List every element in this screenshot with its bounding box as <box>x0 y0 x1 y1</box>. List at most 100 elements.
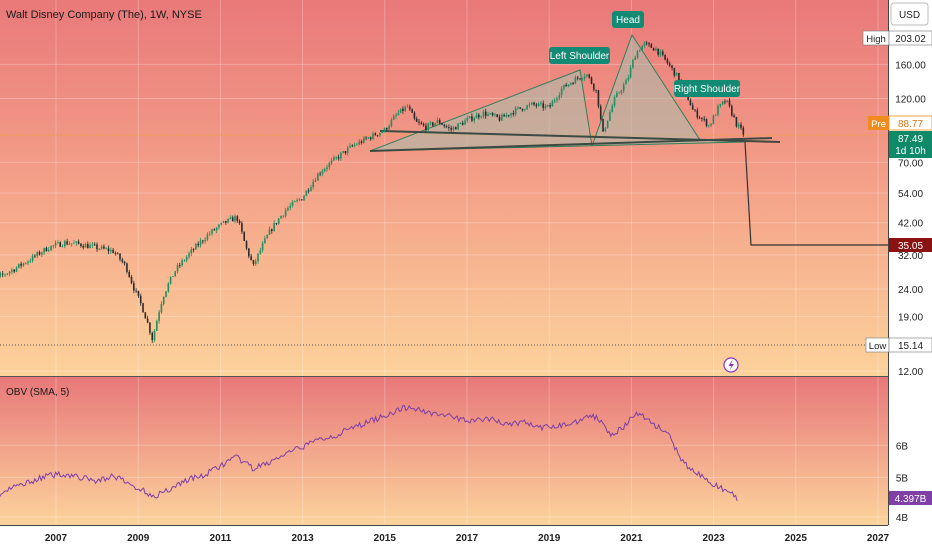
price-candle <box>305 190 308 197</box>
price-candle <box>376 135 379 137</box>
price-candle <box>494 112 496 117</box>
price-candle <box>296 198 298 203</box>
svg-text:Low: Low <box>869 341 887 352</box>
price-candle <box>264 235 266 244</box>
price-candle <box>287 205 289 212</box>
last-price-badge: 87.49 1d 10h <box>889 131 932 158</box>
price-candle <box>165 291 167 298</box>
svg-text:USD: USD <box>899 10 920 21</box>
price-candle <box>735 116 738 128</box>
price-candle <box>413 111 416 121</box>
price-candle <box>47 247 50 252</box>
neckline-upper[interactable] <box>379 130 781 143</box>
price-candle <box>326 164 328 172</box>
price-candle <box>43 247 45 256</box>
price-candle <box>135 288 137 293</box>
label-head[interactable]: Head <box>612 11 644 28</box>
label-right-shoulder[interactable]: Right Shoulder <box>674 80 741 97</box>
price-candle <box>415 116 418 122</box>
price-candle <box>620 89 623 96</box>
price-candle <box>445 124 448 129</box>
price-candle <box>137 290 140 299</box>
price-candle <box>206 232 209 242</box>
lightning-icon[interactable] <box>723 357 739 373</box>
price-candle <box>57 239 59 244</box>
price-candle <box>114 251 117 256</box>
price-candle <box>530 102 533 106</box>
target-projection-line[interactable] <box>744 141 888 246</box>
price-candle <box>156 319 158 332</box>
price-candle <box>103 244 105 250</box>
price-candle <box>24 262 27 265</box>
price-candle <box>208 231 211 237</box>
price-candle <box>27 260 29 266</box>
price-candle <box>277 218 280 225</box>
price-candle <box>461 120 464 126</box>
price-candle <box>379 132 381 138</box>
price-candle <box>204 237 206 244</box>
price-candle <box>289 202 292 211</box>
price-candle <box>213 228 216 231</box>
price-candle <box>611 103 614 113</box>
y-tick-label: 24.00 <box>898 285 923 296</box>
price-candle <box>330 157 333 166</box>
price-candle <box>181 258 183 267</box>
price-candle <box>514 105 517 117</box>
price-grid <box>0 0 888 376</box>
price-candle <box>406 104 409 108</box>
price-candle <box>496 113 499 118</box>
price-candle <box>576 75 579 81</box>
price-candle <box>195 242 197 250</box>
price-candle <box>609 109 611 122</box>
price-candle <box>252 259 255 266</box>
price-candle <box>275 222 278 226</box>
y-tick-label: 32.00 <box>898 251 923 262</box>
price-candle <box>742 125 745 137</box>
price-candle <box>245 240 248 251</box>
price-candle <box>629 64 632 79</box>
obv-tick-label: 5B <box>896 474 909 485</box>
price-candle <box>450 125 453 133</box>
price-candle <box>563 84 565 91</box>
price-candle <box>395 112 397 119</box>
price-candle <box>574 75 577 84</box>
y-tick-label: 120.00 <box>895 94 926 105</box>
price-candle <box>188 251 190 259</box>
currency-button[interactable]: USD <box>890 2 929 26</box>
price-candle <box>153 328 156 343</box>
x-tick-label: 2027 <box>867 533 890 544</box>
price-candle <box>429 120 432 126</box>
price-candle <box>436 117 439 124</box>
price-candle <box>512 110 515 117</box>
price-candle <box>238 219 241 225</box>
price-candle <box>142 302 144 313</box>
price-candle <box>655 46 657 52</box>
label-left-shoulder[interactable]: Left Shoulder <box>549 47 610 64</box>
price-candle <box>266 234 269 239</box>
price-candle <box>282 215 285 218</box>
price-candle <box>570 82 572 86</box>
price-candle <box>222 220 225 224</box>
price-candle <box>526 104 528 111</box>
price-candle <box>199 237 202 248</box>
price-candle <box>468 116 471 119</box>
price-candle <box>664 54 666 61</box>
price-candle <box>254 258 257 266</box>
price-candle <box>662 49 664 57</box>
svg-text:15.14: 15.14 <box>898 341 923 352</box>
price-candle <box>420 121 423 125</box>
x-tick-label: 2019 <box>538 533 561 544</box>
price-candle <box>52 245 55 249</box>
price-candle <box>349 143 351 149</box>
price-candle <box>192 247 195 253</box>
price-candle <box>314 177 317 183</box>
obv-grid <box>0 377 888 525</box>
price-candle <box>675 72 678 76</box>
price-candle <box>652 47 655 51</box>
price-candle <box>1 271 4 278</box>
price-candle <box>645 40 648 46</box>
price-candle <box>229 215 232 220</box>
price-candle <box>158 309 160 324</box>
price-candle <box>87 241 89 249</box>
